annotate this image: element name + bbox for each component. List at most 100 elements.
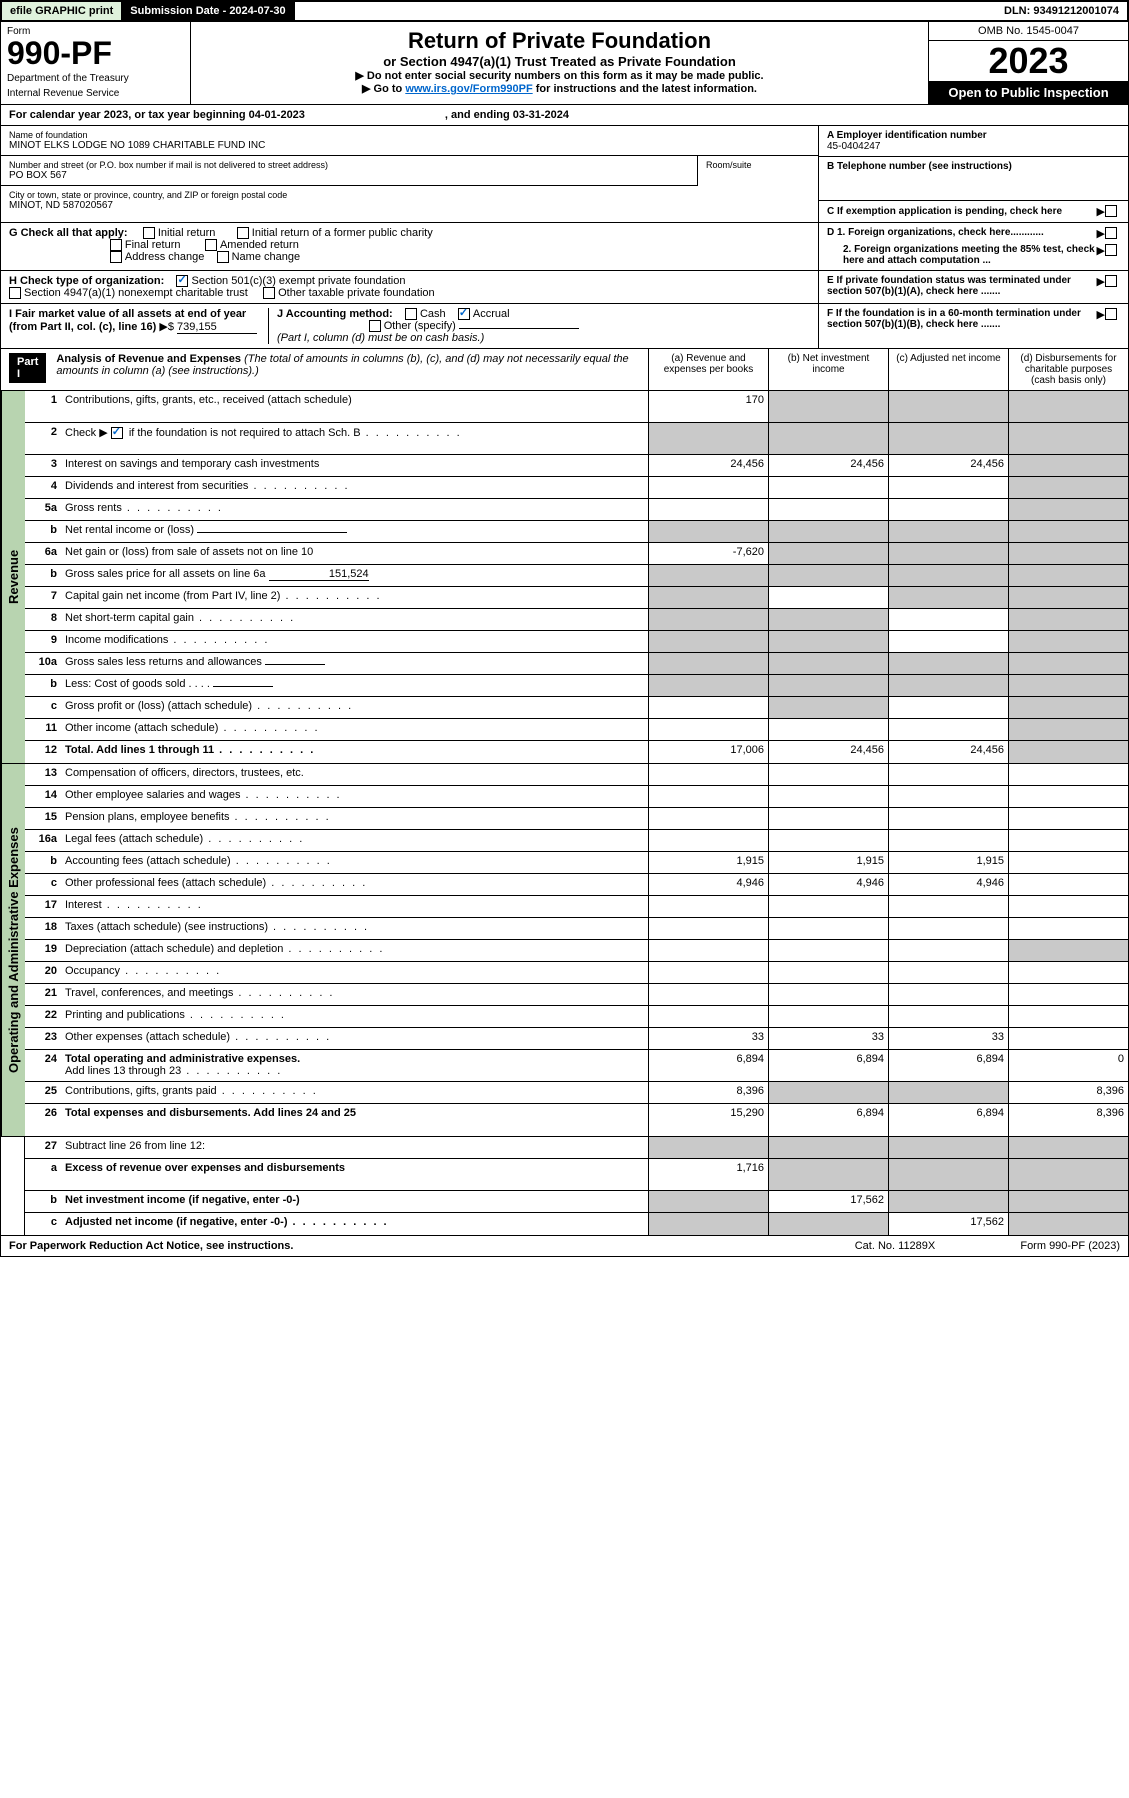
phone-cell: B Telephone number (see instructions) — [819, 157, 1128, 201]
cell-c — [888, 918, 1008, 939]
row-num: 9 — [25, 631, 61, 652]
dots — [102, 899, 203, 911]
cell-d — [1008, 499, 1128, 520]
cell-d — [1008, 852, 1128, 873]
dots — [230, 811, 331, 823]
row-num: b — [25, 1191, 61, 1212]
g-row: G Check all that apply: Initial return I… — [0, 223, 1129, 271]
table-row: bGross sales price for all assets on lin… — [25, 565, 1128, 587]
cell-a — [648, 631, 768, 652]
row-desc: Gross sales less returns and allowances — [61, 653, 648, 674]
cell-d — [1008, 984, 1128, 1005]
g-amended-checkbox[interactable] — [205, 239, 217, 251]
table-row: 21Travel, conferences, and meetings — [25, 984, 1128, 1006]
cell-d — [1008, 1006, 1128, 1027]
j-other-blank — [459, 328, 579, 329]
j-accrual-checkbox[interactable] — [458, 308, 470, 320]
cell-a — [648, 719, 768, 740]
cell-c — [888, 697, 1008, 718]
r20-desc: Occupancy — [65, 965, 120, 977]
cell-d — [1008, 896, 1128, 917]
cell-c — [888, 565, 1008, 586]
r6b-val: 151,524 — [269, 568, 369, 581]
cell-c — [888, 631, 1008, 652]
row-num: 20 — [25, 962, 61, 983]
form-subtitle: or Section 4947(a)(1) Trust Treated as P… — [197, 54, 922, 69]
cell-d — [1008, 609, 1128, 630]
j-other: Other (specify) — [384, 320, 456, 332]
cell-d — [1008, 1028, 1128, 1049]
cell-a — [648, 896, 768, 917]
cell-c — [888, 587, 1008, 608]
cell-c — [888, 609, 1008, 630]
e-checkbox[interactable] — [1105, 275, 1117, 287]
meta-right: A Employer identification number 45-0404… — [818, 126, 1128, 222]
cell-c — [888, 764, 1008, 785]
row-num: 17 — [25, 896, 61, 917]
footer-left: For Paperwork Reduction Act Notice, see … — [9, 1240, 820, 1252]
j-other-checkbox[interactable] — [369, 320, 381, 332]
table-row: 8Net short-term capital gain — [25, 609, 1128, 631]
row-desc: Accounting fees (attach schedule) — [61, 852, 648, 873]
cell-c — [888, 1159, 1008, 1190]
g-final-checkbox[interactable] — [110, 239, 122, 251]
h-501c3-checkbox[interactable] — [176, 275, 188, 287]
row-desc: Occupancy — [61, 962, 648, 983]
f-checkbox[interactable] — [1105, 308, 1117, 320]
dots — [185, 1009, 286, 1021]
cell-b: 6,894 — [768, 1104, 888, 1136]
h-4947-checkbox[interactable] — [9, 287, 21, 299]
cell-a: 1,716 — [648, 1159, 768, 1190]
cell-c: 24,456 — [888, 741, 1008, 763]
row-desc: Other employee salaries and wages — [61, 786, 648, 807]
cell-c: 17,562 — [888, 1213, 1008, 1235]
cell-d — [1008, 521, 1128, 542]
j-cash: Cash — [420, 308, 446, 320]
g-initial-former-checkbox[interactable] — [237, 227, 249, 239]
cell-d — [1008, 675, 1128, 696]
d2-checkbox[interactable] — [1105, 244, 1117, 256]
cell-c: 24,456 — [888, 455, 1008, 476]
cell-c — [888, 653, 1008, 674]
room-label: Room/suite — [706, 160, 810, 170]
cell-a — [648, 697, 768, 718]
row-desc: Other professional fees (attach schedule… — [61, 874, 648, 895]
dots — [361, 427, 462, 439]
cell-c — [888, 1137, 1008, 1158]
table-row: bAccounting fees (attach schedule)1,9151… — [25, 852, 1128, 874]
g-address-checkbox[interactable] — [110, 251, 122, 263]
c-checkbox[interactable] — [1105, 205, 1117, 217]
col-a-header: (a) Revenue and expenses per books — [648, 349, 768, 390]
cell-c — [888, 499, 1008, 520]
table-row: 14Other employee salaries and wages — [25, 786, 1128, 808]
r22-desc: Printing and publications — [65, 1009, 185, 1021]
g-amended: Amended return — [220, 239, 299, 251]
row-desc: Contributions, gifts, grants, etc., rece… — [61, 391, 648, 422]
r8-desc: Net short-term capital gain — [65, 612, 194, 624]
j-cash-checkbox[interactable] — [405, 308, 417, 320]
cell-a — [648, 940, 768, 961]
g-initial-checkbox[interactable] — [143, 227, 155, 239]
table-row: cGross profit or (loss) (attach schedule… — [25, 697, 1128, 719]
g-name: Name change — [232, 251, 301, 263]
cell-d — [1008, 808, 1128, 829]
r12-desc: Total. Add lines 1 through 11 — [65, 744, 214, 756]
form-link[interactable]: www.irs.gov/Form990PF — [405, 83, 532, 95]
dots — [122, 502, 223, 514]
row-desc: Depreciation (attach schedule) and deple… — [61, 940, 648, 961]
schb-checkbox[interactable] — [111, 427, 123, 439]
row-desc: Adjusted net income (if negative, enter … — [61, 1213, 648, 1235]
form-title: Return of Private Foundation — [197, 28, 922, 54]
cell-b — [768, 896, 888, 917]
meta-grid: Name of foundation MINOT ELKS LODGE NO 1… — [0, 126, 1129, 223]
g-name-checkbox[interactable] — [217, 251, 229, 263]
cell-c: 4,946 — [888, 874, 1008, 895]
cell-a: 1,915 — [648, 852, 768, 873]
h-other-checkbox[interactable] — [263, 287, 275, 299]
cell-d — [1008, 786, 1128, 807]
row-num: 14 — [25, 786, 61, 807]
d1-checkbox[interactable] — [1105, 227, 1117, 239]
blank — [213, 686, 273, 687]
cell-b — [768, 940, 888, 961]
foundation-name-cell: Name of foundation MINOT ELKS LODGE NO 1… — [1, 126, 818, 156]
